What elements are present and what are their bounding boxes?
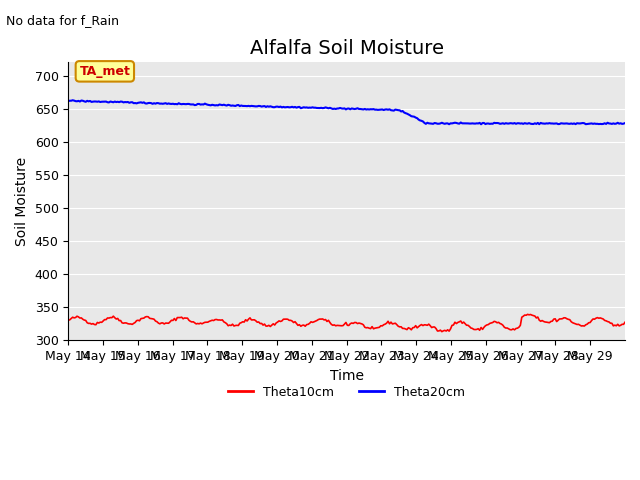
Theta10cm [463, 323, 470, 328]
Text: No data for f_Rain: No data for f_Rain [6, 14, 120, 27]
Line: Theta10cm: Theta10cm [68, 314, 625, 332]
Theta10cm [100, 317, 108, 323]
Line: Theta20cm: Theta20cm [68, 100, 625, 124]
X-axis label: Time: Time [330, 369, 364, 383]
Theta20cm [68, 97, 76, 103]
Theta10cm [620, 322, 627, 327]
Theta20cm [84, 98, 92, 104]
Theta20cm [477, 121, 485, 127]
Legend: Theta10cm, Theta20cm: Theta10cm, Theta20cm [223, 381, 470, 404]
Theta10cm [351, 320, 358, 325]
Theta10cm [547, 319, 555, 324]
Theta20cm [102, 99, 110, 105]
Title: Alfalfa Soil Moisture: Alfalfa Soil Moisture [250, 39, 444, 58]
Theta20cm [463, 120, 470, 126]
Theta10cm [438, 329, 445, 335]
Theta20cm [621, 120, 629, 126]
Text: TA_met: TA_met [79, 65, 131, 78]
Theta10cm [83, 320, 91, 325]
Theta20cm [65, 98, 72, 104]
Theta10cm [621, 319, 629, 325]
Theta20cm [352, 106, 360, 112]
Theta20cm [547, 120, 555, 126]
Y-axis label: Soil Moisture: Soil Moisture [15, 157, 29, 246]
Theta20cm [620, 121, 627, 127]
Theta10cm [524, 312, 531, 317]
Theta10cm [65, 317, 72, 323]
